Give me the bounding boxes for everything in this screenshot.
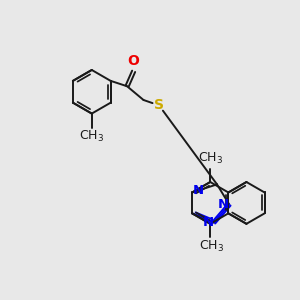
Text: O: O xyxy=(128,54,140,68)
Text: CH$_3$: CH$_3$ xyxy=(199,239,224,254)
Text: CH$_3$: CH$_3$ xyxy=(79,129,104,144)
Text: CH$_3$: CH$_3$ xyxy=(198,152,223,166)
Text: N: N xyxy=(202,216,214,229)
Text: S: S xyxy=(154,98,164,112)
Text: N: N xyxy=(193,184,204,197)
Text: N: N xyxy=(218,198,229,211)
